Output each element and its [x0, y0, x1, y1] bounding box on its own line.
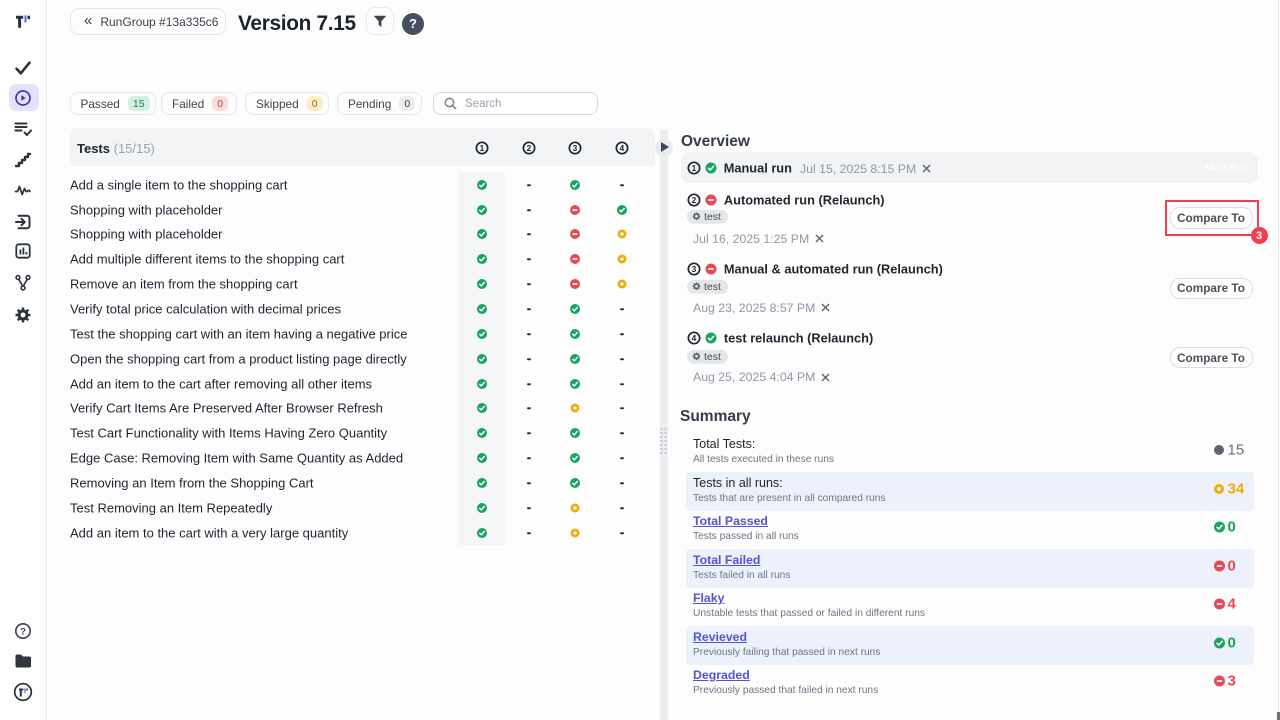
svg-text:3: 3	[573, 142, 578, 152]
svg-text:4: 4	[692, 333, 697, 343]
svg-text:4: 4	[619, 142, 624, 152]
svg-text:1: 1	[480, 142, 485, 152]
svg-text:3: 3	[692, 263, 697, 273]
svg-text:1: 1	[692, 163, 697, 173]
svg-text:?: ?	[20, 627, 26, 638]
svg-text:2: 2	[526, 142, 531, 152]
svg-text:2: 2	[692, 195, 697, 205]
